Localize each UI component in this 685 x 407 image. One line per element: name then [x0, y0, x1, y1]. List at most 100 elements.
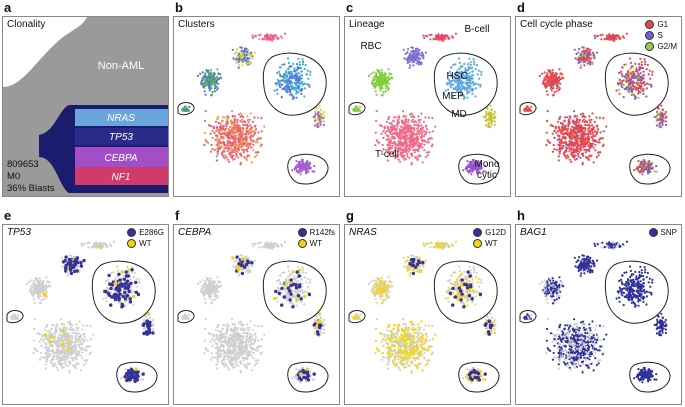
panel-title: TP53 [7, 227, 31, 238]
tsne-frame: Cell cycle phase G1 S G2/M [515, 16, 682, 197]
lineage-label: B-cell [464, 24, 489, 35]
population-outline [262, 260, 327, 324]
population-outline [519, 310, 537, 324]
lineage-label: cytic [477, 170, 497, 181]
highlighted-cells [408, 257, 494, 382]
population-outline [287, 153, 329, 185]
legend-item: E286G [127, 228, 164, 237]
panel-letter: g [346, 208, 354, 223]
legend: G1 S G2/M [645, 20, 677, 53]
panel-title: BAG1 [520, 227, 547, 238]
panel-letter: b [175, 0, 183, 15]
population-outline [629, 361, 671, 393]
clone-nras-band [75, 109, 168, 126]
population-outline [262, 52, 327, 116]
legend-swatch [645, 42, 655, 51]
panel-title: Cell cycle phase [520, 19, 593, 30]
legend-swatch [297, 239, 307, 248]
panel-title: Lineage [349, 19, 385, 30]
non-aml-label: Non-AML [98, 60, 144, 72]
panel-h: h BAG1 SNP [515, 208, 685, 405]
cell-points [352, 32, 497, 176]
clone-label-tp53: TP53 [109, 132, 133, 143]
tsne-cebpa-plot [177, 240, 329, 393]
legend-label: S [657, 31, 663, 40]
panel-letter: f [175, 208, 180, 223]
legend-swatch [127, 228, 137, 237]
clone-cebpa-band [75, 147, 168, 167]
panel-title: CEBPA [178, 227, 212, 238]
legend-swatch [473, 228, 483, 237]
legend-item: WT [127, 239, 164, 248]
cell-points [523, 240, 668, 384]
legend-item: G2/M [645, 42, 677, 51]
population-outline [6, 310, 24, 324]
legend-swatch [127, 239, 137, 248]
fish-plot: Non-AML NRAS TP53 CEBPA NF1 [3, 17, 168, 196]
panel-f: f CEBPA R142fs WT [173, 208, 343, 405]
panel-d: d Cell cycle phase G1 S G2/M [515, 0, 685, 197]
legend: R142fs WT [297, 228, 335, 250]
panel-title: Clonality [7, 19, 46, 30]
fish-plot-frame: Clonality Non-AML NRAS TP53 CEBPA NF1 80… [2, 16, 169, 197]
sample-id: 809653 [7, 159, 39, 170]
legend-label: WT [309, 239, 323, 248]
population-outline [287, 361, 329, 393]
highlighted-cells [42, 245, 155, 384]
panel-letter: e [4, 208, 12, 223]
tsne-cell-cycle-plot [519, 32, 671, 185]
legend-label: E286G [139, 228, 164, 237]
population-outline [458, 361, 500, 393]
panel-title: Clusters [178, 19, 215, 30]
population-outline [348, 102, 366, 116]
tsne-frame: Lineage RBC B-cell HSC MEP MD T-cell Mono cytic [344, 16, 511, 197]
tsne-frame: Clusters [173, 16, 340, 197]
legend-swatch [648, 228, 658, 237]
legend-label: SNP [660, 228, 677, 237]
population-outline [91, 260, 156, 324]
tsne-nras-plot [348, 240, 500, 393]
lineage-label: MEP [442, 91, 464, 102]
legend: E286G WT [127, 228, 164, 250]
panel-a: a Clonality Non-AML NRAS TP53 CEBPA NF1 … [2, 0, 172, 197]
legend: SNP [648, 228, 677, 239]
cell-points [523, 32, 668, 176]
population-outline [604, 260, 669, 324]
lineage-label: T-cell [375, 149, 399, 160]
clone-tp53-band [75, 128, 168, 145]
legend-swatch [473, 239, 483, 248]
clone-label-nf1: NF1 [112, 172, 131, 183]
tsne-tp53-plot [6, 240, 158, 393]
legend-item: S [645, 31, 677, 40]
legend-item: SNP [648, 228, 677, 237]
clone-label-cebpa: CEBPA [104, 153, 137, 164]
panel-letter: h [517, 208, 525, 223]
legend-item: G12D [473, 228, 506, 237]
legend-label: R142fs [309, 228, 335, 237]
population-outline [519, 102, 537, 116]
blast-percentage: 36% Blasts [7, 183, 55, 194]
legend-swatch [645, 31, 655, 40]
tsne-frame: NRAS G12D WT [344, 224, 511, 405]
lineage-label: MD [451, 109, 467, 120]
population-outline [604, 52, 669, 116]
population-outline [433, 260, 498, 324]
legend-label: G1 [657, 20, 669, 29]
population-outline [458, 153, 500, 185]
legend-label: G2/M [657, 42, 677, 51]
panel-letter: a [4, 0, 12, 15]
population-outline [177, 310, 195, 324]
sample-subtype: M0 [7, 171, 21, 182]
tsne-clusters-plot [177, 32, 329, 185]
population-outline [177, 102, 195, 116]
legend-label: WT [139, 239, 152, 248]
legend-item: R142fs [297, 228, 335, 237]
panel-title: NRAS [349, 227, 377, 238]
legend-item: WT [473, 239, 506, 248]
panel-e: e TP53 E286G WT [2, 208, 172, 405]
panel-c: c Lineage RBC B-cell HSC MEP MD T-cell Mono cyt… [344, 0, 514, 197]
cell-points [181, 32, 326, 176]
population-outline [629, 153, 671, 185]
panel-letter: d [517, 0, 525, 15]
panel-b: b Clusters [173, 0, 343, 197]
